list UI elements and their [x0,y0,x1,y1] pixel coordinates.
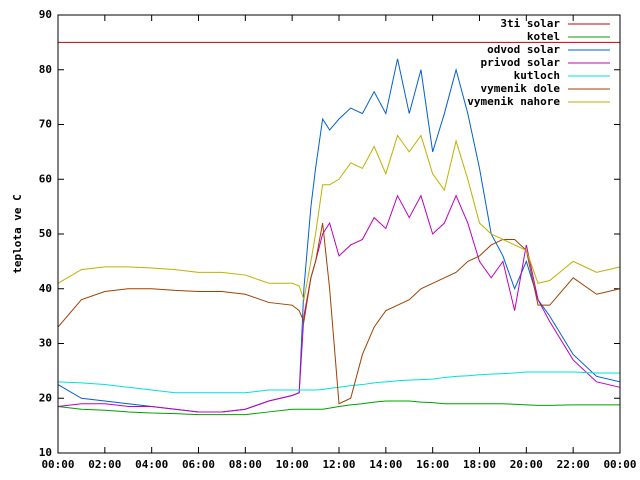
x-tick-label: 18:00 [463,458,496,471]
x-tick-label: 12:00 [322,458,355,471]
series-line [57,371,620,394]
plot-border [57,14,621,454]
legend-label: 3ti solar [500,17,560,30]
legend-label: kutloch [514,69,560,82]
x-tick-label: 16:00 [416,458,449,471]
y-tick-label: 70 [39,118,52,131]
x-tick-label: 10:00 [276,458,309,471]
legend-label: kotel [527,30,560,43]
x-tick-label: 02:00 [88,458,121,471]
series-line [57,194,621,413]
x-tick-label: 00:00 [41,458,74,471]
y-tick-label: 30 [39,337,52,350]
y-axis-label: teplota ve C [11,194,24,273]
legend-label: odvod solar [487,43,560,56]
y-tick-label: 10 [39,446,52,459]
series-line [57,400,620,416]
y-tick-label: 50 [39,227,52,240]
x-tick-label: 00:00 [603,458,636,471]
series-line [57,134,621,302]
legend-label: privod solar [481,56,561,69]
x-tick-label: 20:00 [510,458,543,471]
y-tick-label: 90 [39,8,52,21]
x-tick-label: 06:00 [182,458,215,471]
legend-label: vymenik dole [481,82,561,95]
y-tick-label: 60 [39,172,52,185]
x-tick-label: 08:00 [229,458,262,471]
y-tick-label: 20 [39,391,52,404]
x-tick-label: 04:00 [135,458,168,471]
x-tick-label: 14:00 [369,458,402,471]
x-tick-label: 22:00 [557,458,590,471]
y-tick-label: 40 [39,282,52,295]
y-tick-label: 80 [39,63,52,76]
legend-label: vymenik nahore [467,95,560,108]
series-line [57,222,621,405]
